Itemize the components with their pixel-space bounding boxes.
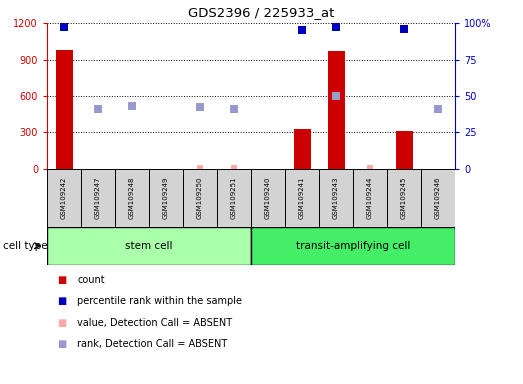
Text: cell type: cell type (3, 241, 47, 251)
Text: GDS2396 / 225933_at: GDS2396 / 225933_at (188, 6, 335, 19)
FancyBboxPatch shape (115, 169, 149, 227)
Text: transit-amplifying cell: transit-amplifying cell (296, 241, 410, 251)
FancyBboxPatch shape (251, 227, 455, 265)
FancyBboxPatch shape (285, 169, 319, 227)
Text: rank, Detection Call = ABSENT: rank, Detection Call = ABSENT (77, 339, 228, 349)
FancyBboxPatch shape (217, 169, 251, 227)
Bar (395, 131, 413, 169)
Text: ■: ■ (58, 275, 67, 285)
Bar (55, 50, 73, 169)
Text: GSM109242: GSM109242 (61, 177, 67, 219)
Text: stem cell: stem cell (126, 241, 173, 251)
FancyBboxPatch shape (47, 169, 81, 227)
Text: GSM109249: GSM109249 (163, 177, 169, 219)
FancyBboxPatch shape (387, 169, 421, 227)
Text: GSM109247: GSM109247 (95, 177, 101, 219)
Text: ■: ■ (58, 339, 67, 349)
Text: ■: ■ (58, 318, 67, 328)
Text: GSM109251: GSM109251 (231, 177, 237, 219)
FancyBboxPatch shape (421, 169, 455, 227)
Text: ■: ■ (58, 296, 67, 306)
FancyBboxPatch shape (183, 169, 217, 227)
Bar (327, 51, 345, 169)
Text: GSM109246: GSM109246 (435, 177, 441, 219)
Text: GSM109245: GSM109245 (401, 177, 407, 219)
Text: GSM109243: GSM109243 (333, 177, 339, 219)
Text: GSM109241: GSM109241 (299, 177, 305, 219)
Text: GSM109250: GSM109250 (197, 177, 203, 219)
FancyBboxPatch shape (81, 169, 115, 227)
FancyBboxPatch shape (251, 169, 285, 227)
Text: percentile rank within the sample: percentile rank within the sample (77, 296, 242, 306)
Text: GSM109240: GSM109240 (265, 177, 271, 219)
FancyBboxPatch shape (319, 169, 353, 227)
Bar (293, 129, 311, 169)
FancyBboxPatch shape (353, 169, 387, 227)
Text: count: count (77, 275, 105, 285)
FancyBboxPatch shape (149, 169, 183, 227)
FancyBboxPatch shape (47, 227, 251, 265)
Text: GSM109244: GSM109244 (367, 177, 373, 219)
Text: GSM109248: GSM109248 (129, 177, 135, 219)
Text: value, Detection Call = ABSENT: value, Detection Call = ABSENT (77, 318, 233, 328)
